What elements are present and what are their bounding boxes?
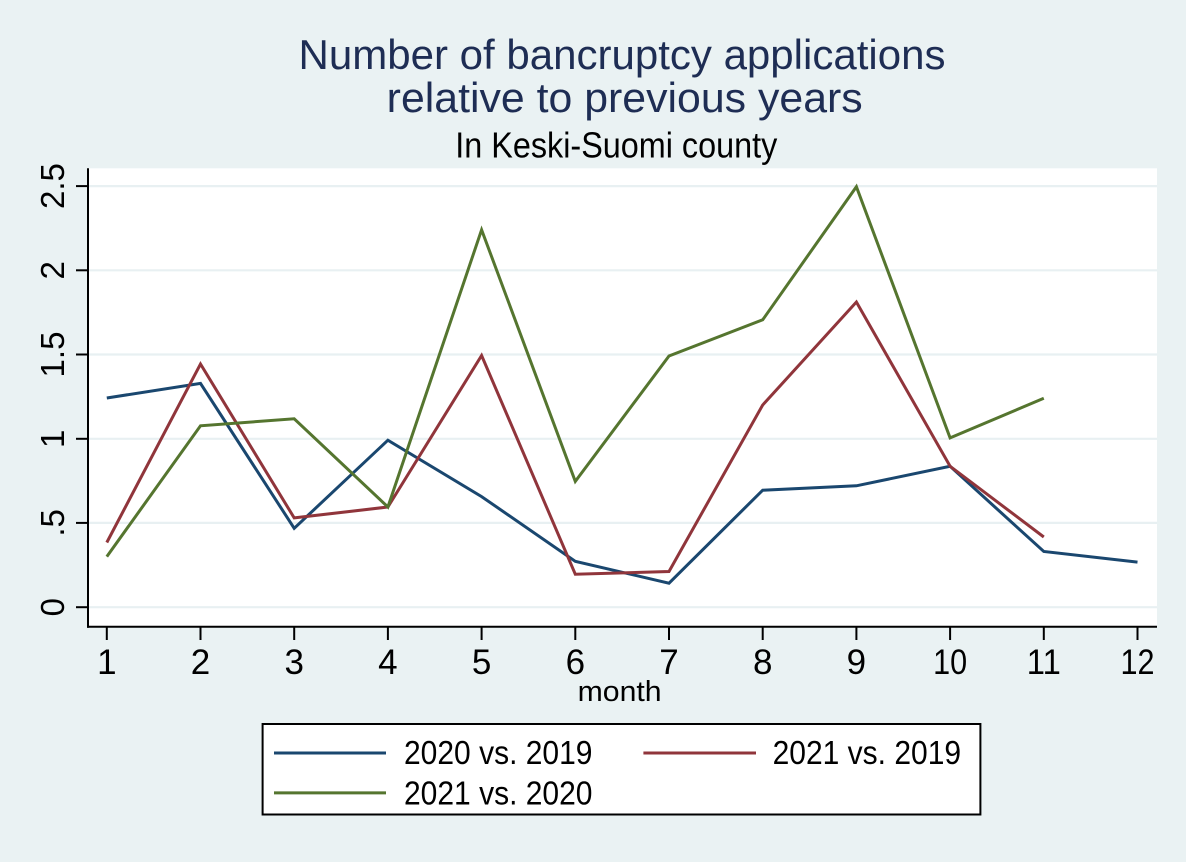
svg-text:0: 0 — [34, 598, 71, 616]
svg-text:.5: .5 — [34, 509, 71, 537]
svg-text:11: 11 — [1027, 643, 1061, 682]
svg-text:7: 7 — [659, 643, 678, 682]
svg-text:2021 vs. 2019: 2021 vs. 2019 — [773, 734, 962, 771]
svg-text:In Keski-Suomi county: In Keski-Suomi county — [455, 125, 777, 166]
svg-text:9: 9 — [847, 643, 866, 682]
svg-text:4: 4 — [378, 643, 397, 682]
svg-text:1.5: 1.5 — [34, 332, 71, 378]
svg-text:1: 1 — [34, 430, 71, 448]
svg-text:12: 12 — [1121, 643, 1155, 682]
svg-text:2.5: 2.5 — [34, 163, 71, 209]
svg-text:3: 3 — [284, 643, 303, 682]
svg-text:8: 8 — [753, 643, 772, 682]
svg-text:10: 10 — [933, 643, 967, 682]
svg-text:6: 6 — [566, 643, 585, 682]
svg-text:5: 5 — [472, 643, 491, 682]
svg-text:2: 2 — [34, 261, 71, 279]
svg-text:relative to previous years: relative to previous years — [387, 74, 863, 121]
svg-text:2020 vs. 2019: 2020 vs. 2019 — [404, 734, 593, 771]
svg-text:Number of bancruptcy applicati: Number of bancruptcy applications — [299, 31, 946, 78]
svg-text:2021 vs. 2020: 2021 vs. 2020 — [404, 775, 593, 812]
svg-text:1: 1 — [97, 643, 116, 682]
svg-text:2: 2 — [191, 643, 210, 682]
svg-text:month: month — [578, 676, 662, 708]
